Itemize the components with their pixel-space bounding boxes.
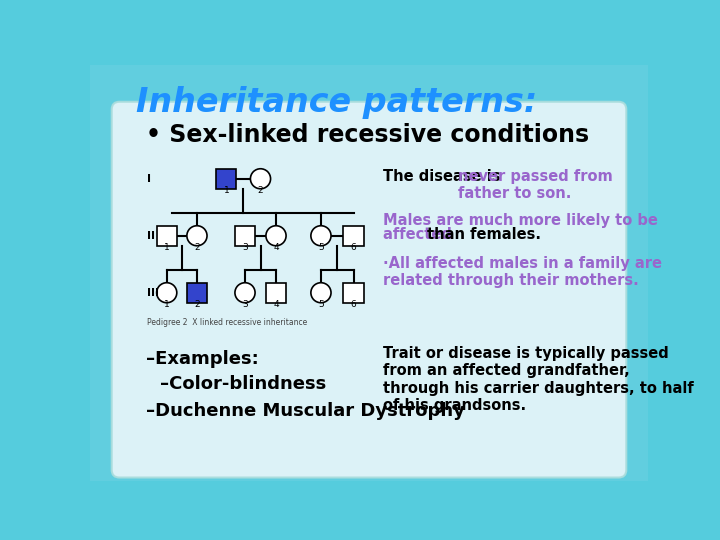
Text: 5: 5 (318, 244, 324, 252)
Text: 6: 6 (351, 244, 356, 252)
Text: –Duchenne Muscular Dystrophy: –Duchenne Muscular Dystrophy (145, 402, 464, 420)
Circle shape (187, 226, 207, 246)
Bar (187, 283, 207, 303)
Bar (266, 283, 286, 303)
Text: II: II (147, 231, 155, 241)
Text: Males are much more likely to be: Males are much more likely to be (383, 213, 658, 228)
Bar (235, 226, 255, 246)
Text: 6: 6 (351, 300, 356, 309)
Text: 4: 4 (273, 244, 279, 252)
Circle shape (251, 168, 271, 189)
Text: 1: 1 (164, 300, 170, 309)
Text: 2: 2 (194, 300, 199, 309)
Text: 5: 5 (318, 300, 324, 309)
Text: I: I (147, 174, 150, 184)
FancyBboxPatch shape (112, 102, 626, 477)
Text: 4: 4 (273, 300, 279, 309)
Text: –Color-blindness: –Color-blindness (160, 375, 326, 393)
Bar (157, 226, 177, 246)
Text: 1: 1 (164, 244, 170, 252)
Text: 2: 2 (194, 244, 199, 252)
Circle shape (266, 226, 286, 246)
Text: than females.: than females. (427, 227, 541, 242)
Bar (343, 226, 364, 246)
Circle shape (157, 283, 177, 303)
FancyBboxPatch shape (51, 26, 687, 519)
Text: 2: 2 (258, 186, 264, 195)
Circle shape (311, 226, 331, 246)
Text: –Examples:: –Examples: (145, 350, 258, 368)
Text: Inheritance patterns:: Inheritance patterns: (137, 86, 538, 119)
Text: never passed from
father to son.: never passed from father to son. (458, 168, 613, 201)
Text: III: III (147, 288, 158, 298)
Text: ·All affected males in a family are
related through their mothers.: ·All affected males in a family are rela… (383, 256, 662, 288)
Text: affected: affected (383, 227, 457, 242)
Text: Pedigree 2  X linked recessive inheritance: Pedigree 2 X linked recessive inheritanc… (147, 318, 307, 327)
Text: 3: 3 (242, 300, 248, 309)
Text: • Sex-linked recessive conditions: • Sex-linked recessive conditions (145, 123, 589, 147)
Bar (343, 283, 364, 303)
Text: The disease is: The disease is (383, 168, 505, 184)
Circle shape (235, 283, 255, 303)
Bar (216, 168, 236, 189)
Text: 1: 1 (223, 186, 229, 195)
Text: 3: 3 (242, 244, 248, 252)
Text: Trait or disease is typically passed
from an affected grandfather,
through his c: Trait or disease is typically passed fro… (383, 346, 693, 413)
Circle shape (311, 283, 331, 303)
